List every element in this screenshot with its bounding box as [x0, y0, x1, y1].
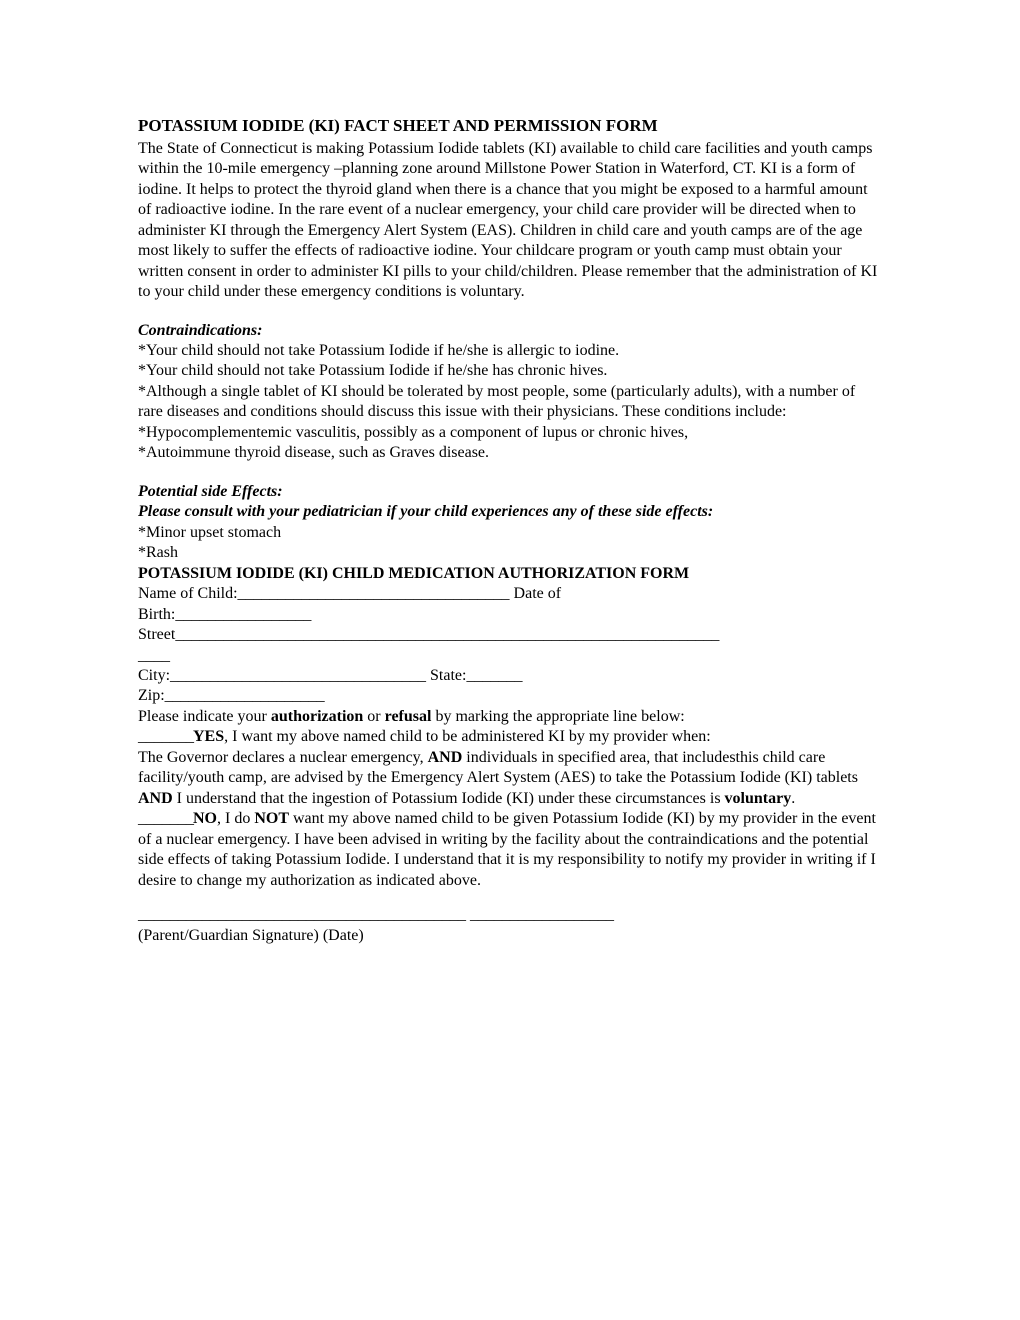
contraindication-item: *Hypocomplementemic vasculitis, possibly…: [138, 423, 882, 443]
street-row2: ____: [138, 646, 882, 666]
birth-blank[interactable]: _________________: [175, 605, 311, 625]
no-not-label: NOT: [254, 810, 289, 827]
street-blank-cont[interactable]: ____: [138, 646, 170, 666]
state-label: State:: [430, 667, 466, 684]
side-effect-item: *Minor upset stomach: [138, 523, 882, 543]
street-row: Street__________________________________…: [138, 625, 882, 645]
main-title: POTASSIUM IODIDE (KI) FACT SHEET AND PER…: [138, 115, 882, 137]
yes-option-line1: _______YES, I want my above named child …: [138, 727, 882, 747]
yes-option-body: The Governor declares a nuclear emergenc…: [138, 748, 882, 809]
no-text-1: , I do: [217, 810, 254, 827]
authorization-form-title: POTASSIUM IODIDE (KI) CHILD MEDICATION A…: [138, 564, 882, 584]
contraindication-item: *Although a single tablet of KI should b…: [138, 382, 882, 423]
contraindication-item: *Autoimmune thyroid disease, such as Gra…: [138, 443, 882, 463]
side-effect-item: *Rash: [138, 543, 882, 563]
yes-body-e: I understand that the ingestion of Potas…: [173, 790, 725, 807]
date-blank[interactable]: __________________: [470, 906, 614, 923]
instruction-post: by marking the appropriate line below:: [431, 708, 684, 725]
yes-checkbox-blank[interactable]: _______: [138, 727, 193, 747]
instruction-refusal-word: refusal: [385, 708, 432, 725]
instruction-line: Please indicate your authorization or re…: [138, 707, 882, 727]
contraindications-heading: Contraindications:: [138, 321, 882, 341]
signature-blank[interactable]: ________________________________________…: [138, 906, 466, 923]
name-label: Name of Child:: [138, 585, 238, 602]
yes-text-1: , I want my above named child to be admi…: [224, 728, 711, 745]
no-option: _______NO, I do NOT want my above named …: [138, 809, 882, 891]
dob-label-part1: Date of: [514, 585, 562, 602]
yes-body-and2: AND: [138, 790, 173, 807]
contraindication-item: *Your child should not take Potassium Io…: [138, 361, 882, 381]
no-checkbox-blank[interactable]: _______: [138, 809, 193, 829]
instruction-auth-word: authorization: [271, 708, 363, 725]
yes-label: YES: [193, 728, 224, 745]
yes-body-and1: AND: [428, 749, 463, 766]
intro-paragraph: The State of Connecticut is making Potas…: [138, 139, 882, 303]
side-effects-heading: Potential side Effects:: [138, 482, 882, 502]
side-effects-sub: Please consult with your pediatrician if…: [138, 502, 882, 522]
yes-body-voluntary: voluntary: [725, 790, 792, 807]
document-page: POTASSIUM IODIDE (KI) FACT SHEET AND PER…: [0, 0, 1020, 1006]
birth-row: Birth:_________________: [138, 605, 882, 625]
signature-label: (Parent/Guardian Signature) (Date): [138, 926, 882, 946]
name-blank[interactable]: __________________________________: [238, 584, 510, 604]
instruction-or: or: [363, 708, 384, 725]
name-dob-row: Name of Child:__________________________…: [138, 584, 882, 604]
city-blank[interactable]: ________________________________: [170, 666, 426, 686]
city-state-row: City:________________________________ St…: [138, 666, 882, 686]
street-label: Street: [138, 626, 175, 643]
signature-lines: ________________________________________…: [138, 905, 614, 925]
instruction-text: Please indicate your: [138, 708, 271, 725]
yes-body-period: .: [791, 790, 795, 807]
state-blank[interactable]: _______: [466, 666, 522, 686]
zip-blank[interactable]: ____________________: [165, 686, 325, 706]
birth-label: Birth:: [138, 606, 175, 623]
yes-body-a: The Governor declares a nuclear emergenc…: [138, 749, 428, 766]
zip-row: Zip:____________________: [138, 686, 882, 706]
no-label: NO: [193, 810, 217, 827]
city-label: City:: [138, 667, 170, 684]
street-blank[interactable]: ________________________________________…: [175, 625, 719, 645]
zip-label: Zip:: [138, 687, 165, 704]
contraindication-item: *Your child should not take Potassium Io…: [138, 341, 882, 361]
